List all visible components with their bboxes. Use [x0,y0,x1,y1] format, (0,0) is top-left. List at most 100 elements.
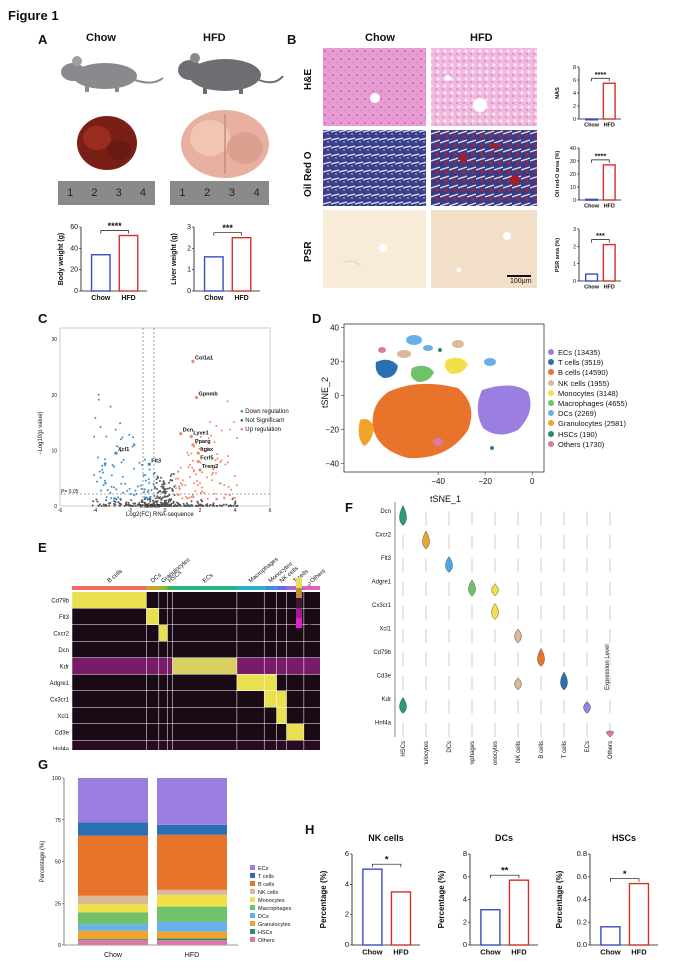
significance-marker: * [623,869,627,880]
volcano-point [163,488,166,491]
y-tick-label: 6 [463,872,467,881]
volcano-point [223,484,226,487]
stack-segment-granulocytes [78,930,148,940]
volcano-point [234,500,237,503]
bar-hfd [118,234,139,292]
volcano-point [219,482,222,485]
volcano-point [216,504,219,507]
liver-images [77,110,269,178]
volcano-point [236,504,239,507]
volcano-point [160,485,163,488]
volcano-point [222,503,225,506]
volcano-point [171,479,174,482]
volcano-point [216,452,219,455]
volcano-point [160,497,163,500]
volcano-point [164,501,167,504]
stack-segment-nk-cells [157,889,227,895]
stacked-legend: ECs T cells B cells NK cells Monocytes Macrop… [250,865,291,945]
volcano-point [203,491,206,494]
volcano-point [155,488,158,491]
chart-title: NK cells [368,833,404,843]
volcano-point [192,470,195,473]
volcano-point [145,497,148,500]
volcano-point [232,504,235,507]
volcano-point [144,504,147,507]
heatmap-cell [172,724,237,740]
violin-shape [491,603,499,620]
volcano-point [194,490,197,493]
volcano-point [187,504,190,507]
y-tick-label: 20 [570,172,576,178]
volcano-point [156,495,159,498]
heatmap-cell [286,625,304,641]
volcano-point [199,435,202,438]
heatmap-cell [167,674,173,691]
heatmap-cell [236,707,265,724]
volcano-point [117,501,120,504]
volcano-point [133,467,136,470]
volcano-point [220,459,223,462]
volcano-point [204,450,207,453]
legend-swatch [250,865,255,870]
heatmap-cell [286,740,304,750]
y-axis-label: Percentage (%) [437,870,446,928]
volcano-point [122,458,125,461]
legend-swatch [250,881,255,886]
tsne-legend-item: Others (1730) [548,440,627,450]
legend-swatch [548,389,554,396]
volcano-point [183,504,186,507]
volcano-highlight-point [196,451,200,455]
y-tick-label: 2 [345,910,349,919]
significance-marker: **** [108,221,123,231]
x-tick-label: 0 [164,508,167,514]
violin-cell-label: B cells [539,741,545,759]
violin-shape [468,579,476,597]
tsne-ylabel: tSNE_2 [320,376,330,408]
stack-segment-hscs [78,939,148,940]
y-tick-label: 0 [573,279,576,285]
heatmap-cell [172,608,237,625]
legend-swatch [250,897,255,902]
heatmap-cell [276,674,287,691]
volcano-point [188,463,191,466]
significance-bracket [213,232,242,236]
stack-segment-macrophages [78,912,148,925]
heatmap-cell [167,641,173,658]
volcano-point [168,498,171,501]
legend-swatch [548,369,554,376]
volcano-point [156,500,159,503]
heatmap-cell [172,674,237,691]
heatmap-cell [158,592,168,608]
heatmap-cell [276,641,287,658]
stack-segment-t-cells [78,822,148,836]
y-tick-label: 20 [51,393,57,399]
volcano-highlight-point [147,462,151,466]
y-tick-label: 60 [70,224,78,231]
violin-gene-label: Dcn [380,509,391,515]
heatmap-cell [286,724,304,740]
volcano-point [195,442,198,445]
volcano-point [188,496,191,499]
violin-shape [514,628,522,644]
y-tick-label: 20 [330,357,339,366]
volcano-point [225,503,228,506]
y-tick-label: 0 [54,504,57,510]
violin-plot: Dcn Cxcr2 Flt3 Adgre1 Cx3cr1 Xcl1 Cd79b Cd3e Kdr… [372,502,614,765]
violin-shape [422,530,430,550]
stacked-legend-item: HSCs [250,929,291,937]
volcano-point [120,482,123,485]
histology-images [323,48,537,288]
legend-label: T cells (3519) [558,358,604,368]
cluster-bar-b-cells [72,586,147,590]
y-tick-label: 6 [345,849,349,858]
volcano-highlight-point [196,459,200,464]
y-tick-label: 0.2 [577,917,587,926]
x-tick-label: 2 [199,508,202,514]
legend-label: Monocytes (3148) [558,388,619,398]
tsne-legend-item: NK cells (1955) [548,379,627,389]
heatmap-cell [72,608,147,625]
x-tick-label: 0 [530,477,535,486]
volcano-point [147,489,150,492]
x-tick-label: −20 [478,477,492,486]
